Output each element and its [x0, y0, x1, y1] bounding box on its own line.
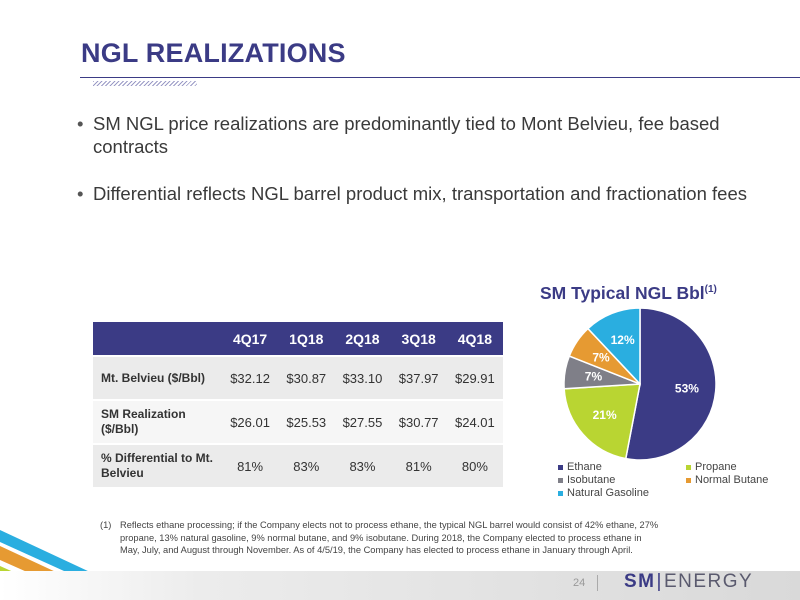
- bullet-dot-icon: •: [77, 113, 84, 134]
- footer-bar: [0, 571, 800, 600]
- footnote: (1) Reflects ethane processing; if the C…: [100, 519, 660, 557]
- sm-energy-logo: SM|ENERGY: [624, 571, 753, 593]
- logo-energy-text: ENERGY: [663, 571, 754, 592]
- legend-item: Ethane: [558, 461, 602, 473]
- legend-item: Normal Butane: [686, 474, 768, 486]
- table-cell: $24.01: [446, 400, 503, 444]
- table-header-cell: 1Q18: [278, 322, 335, 356]
- page-number: 24: [573, 577, 586, 589]
- bullet-text: SM NGL price realizations are predominan…: [93, 113, 720, 157]
- logo-divider: |: [656, 571, 663, 592]
- table-header-cell: 4Q18: [446, 322, 503, 356]
- table-cell: 83%: [278, 444, 335, 487]
- table-row: Mt. Belvieu ($/Bbl) $32.12 $30.87 $33.10…: [93, 356, 503, 400]
- pie-slice-propane: [563, 383, 641, 460]
- table-cell: 81%: [390, 444, 447, 487]
- bullet-item: • SM NGL price realizations are predomina…: [77, 112, 777, 158]
- pie-chart-title-superscript: (1): [704, 284, 717, 296]
- pie-chart-title-text: SM Typical NGL Bbl: [540, 283, 705, 303]
- legend-label: Ethane: [567, 461, 602, 473]
- table-cell: $26.01: [222, 400, 279, 444]
- legend-item: Propane: [686, 461, 737, 473]
- title-hatch-decoration: [93, 81, 197, 86]
- bullet-item: • Differential reflects NGL barrel produc…: [77, 182, 777, 205]
- pie-data-label: 21%: [593, 408, 617, 422]
- table-cell: $33.10: [334, 356, 391, 400]
- table-cell: $30.77: [390, 400, 447, 444]
- ngl-pie-chart: 53%21%7%7%12%: [563, 307, 717, 461]
- table-cell: 83%: [334, 444, 391, 487]
- table-cell: $25.53: [278, 400, 335, 444]
- table-header-blank: [93, 322, 222, 356]
- table-header-cell: 2Q18: [334, 322, 391, 356]
- footnote-text: Reflects ethane processing; if the Compa…: [120, 520, 659, 555]
- footer-separator: [597, 575, 598, 591]
- row-label: SM Realization ($/Bbl): [93, 400, 222, 444]
- table-cell: 81%: [222, 444, 279, 487]
- legend-swatch-icon: [686, 464, 691, 470]
- title-underline: [80, 77, 800, 78]
- table-header-cell: 4Q17: [222, 322, 279, 356]
- pie-data-label: 7%: [585, 370, 603, 384]
- pie-data-label: 12%: [611, 333, 635, 347]
- row-label: % Differential to Mt. Belvieu: [93, 444, 222, 487]
- legend-item: Natural Gasoline: [558, 487, 649, 499]
- legend-swatch-icon: [558, 464, 563, 470]
- pie-data-label: 7%: [592, 351, 610, 365]
- bullet-list: • SM NGL price realizations are predomina…: [77, 112, 777, 229]
- pie-slice-natural-gasoline: [586, 307, 641, 386]
- pie-chart-title: SM Typical NGL Bbl(1): [540, 283, 717, 304]
- bullet-dot-icon: •: [77, 183, 84, 204]
- page-title: NGL REALIZATIONS: [81, 38, 346, 68]
- table-row: % Differential to Mt. Belvieu 81% 83% 83…: [93, 444, 503, 487]
- footnote-number: (1): [100, 520, 112, 530]
- legend-swatch-icon: [558, 477, 563, 483]
- pie-data-label: 53%: [675, 381, 699, 395]
- legend-label: Isobutane: [567, 474, 616, 486]
- legend-label: Natural Gasoline: [567, 487, 649, 499]
- pie-slice-ethane: [624, 307, 717, 461]
- logo-sm-text: SM: [624, 571, 656, 592]
- bullet-text: Differential reflects NGL barrel product…: [93, 183, 747, 204]
- row-label: Mt. Belvieu ($/Bbl): [93, 356, 222, 400]
- table-cell: $30.87: [278, 356, 335, 400]
- legend-item: Isobutane: [558, 474, 615, 486]
- table-cell: 80%: [446, 444, 503, 487]
- legend-label: Normal Butane: [695, 474, 769, 486]
- table-header-cell: 3Q18: [390, 322, 447, 356]
- legend-label: Propane: [695, 461, 737, 473]
- table-cell: $37.97: [390, 356, 447, 400]
- table-header-row: 4Q17 1Q18 2Q18 3Q18 4Q18: [93, 322, 503, 356]
- realizations-table: 4Q17 1Q18 2Q18 3Q18 4Q18 Mt. Belvieu ($/…: [93, 322, 503, 487]
- legend-swatch-icon: [558, 490, 563, 496]
- table-cell: $32.12: [222, 356, 279, 400]
- legend-swatch-icon: [686, 477, 691, 483]
- table-cell: $27.55: [334, 400, 391, 444]
- table-cell: $29.91: [446, 356, 503, 400]
- table-row: SM Realization ($/Bbl) $26.01 $25.53 $27…: [93, 400, 503, 444]
